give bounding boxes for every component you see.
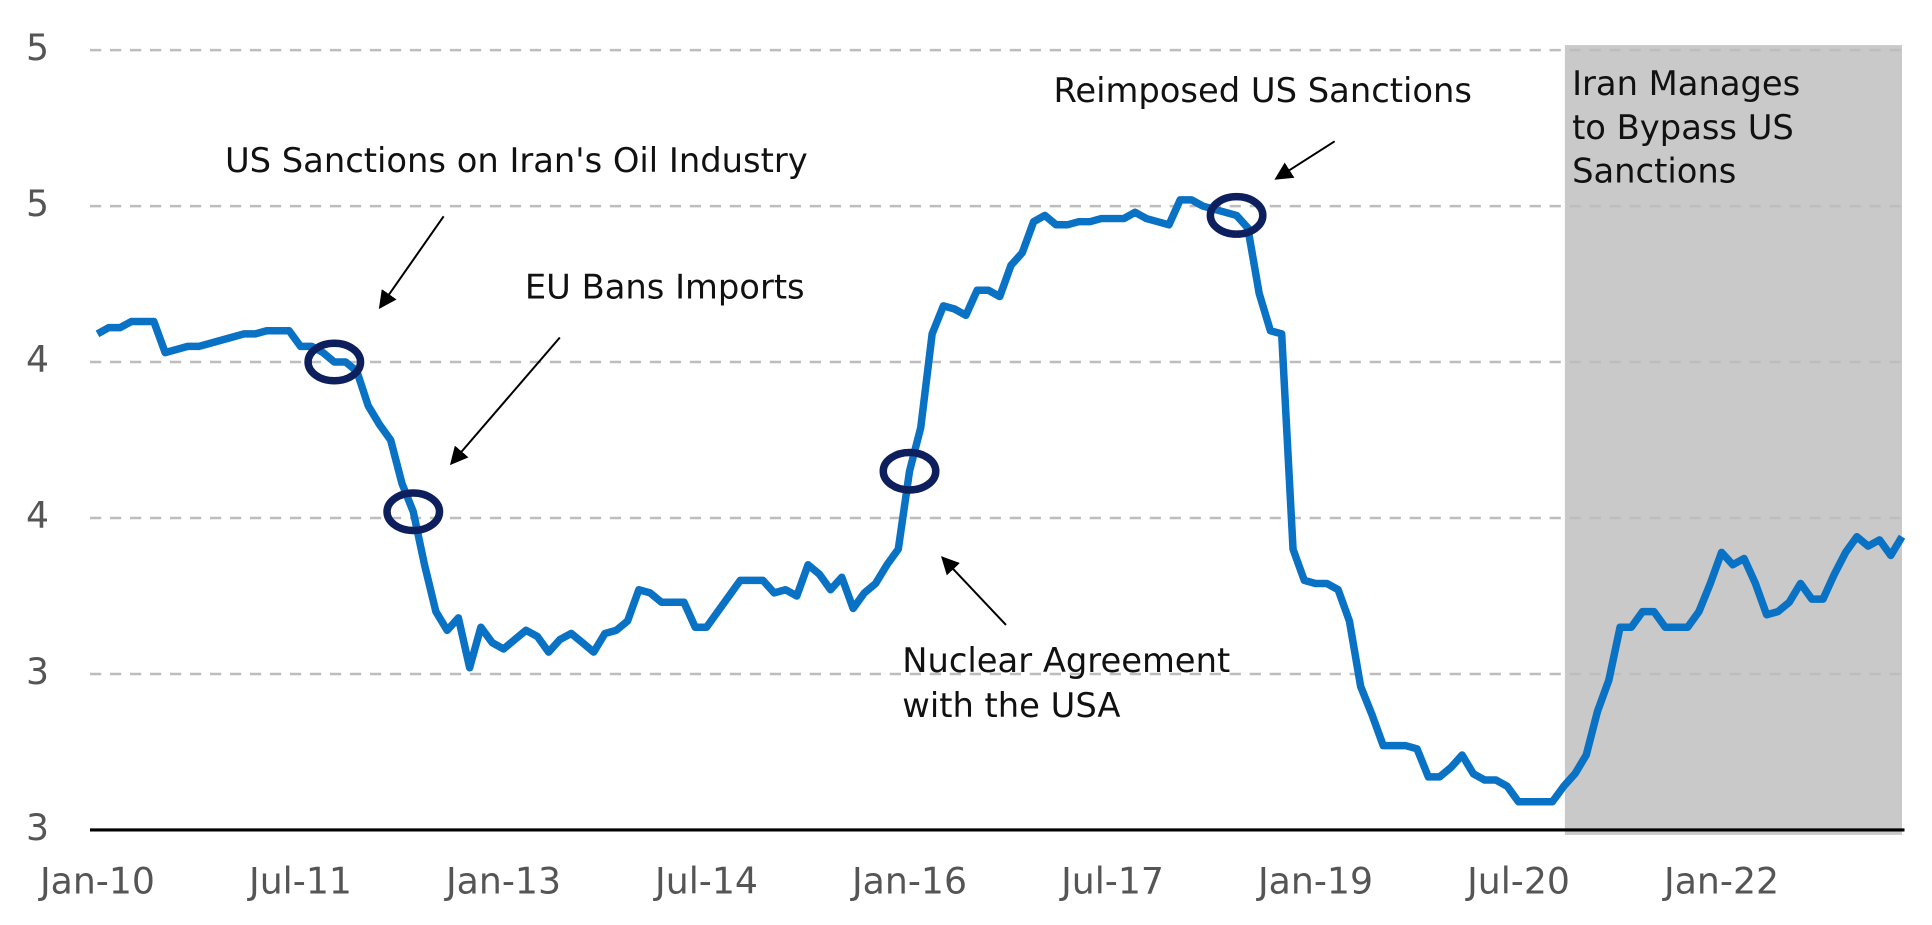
annotation-text: US Sanctions on Iran's Oil Industry: [225, 141, 808, 180]
x-tick-label: Jan-16: [850, 860, 967, 903]
y-tick-label: 4: [26, 494, 49, 537]
annotation-circle: [1206, 192, 1267, 238]
annotation-arrow: [1274, 140, 1336, 180]
x-tick-label: Jan-19: [1256, 860, 1373, 903]
shade-region: [1564, 45, 1903, 835]
annotation-arrow: [378, 215, 445, 310]
annotation-text: with the USA: [902, 686, 1120, 725]
annotation-circle: [879, 448, 940, 494]
y-tick-label: 5: [26, 26, 49, 69]
shade-label-line: Iran Manages: [1572, 64, 1800, 103]
grid-layer: 3 3 4 4 5 5 Jan-10 Jul-11 Jan-13 Jul-14 Jan-16 Jul-…: [26, 26, 1905, 903]
shade-label-line: to Bypass US: [1572, 107, 1794, 146]
annotation-arrow: [941, 556, 1007, 626]
annotation-circle: [383, 489, 444, 535]
x-tick-label: Jan-10: [38, 860, 155, 903]
shade-label: Iran Manages to Bypass US Sanctions: [1572, 64, 1811, 190]
x-tick-label: Jan-13: [444, 860, 561, 903]
line-layer: [95, 196, 1906, 806]
x-tick-label: Jul-14: [653, 860, 758, 903]
y-tick-label: 3: [26, 806, 49, 849]
x-tick-label: Jul-17: [1059, 860, 1164, 903]
y-tick-label: 4: [26, 338, 49, 381]
shade-label-line: Sanctions: [1572, 151, 1736, 190]
x-tick-label: Jan-22: [1662, 860, 1779, 903]
series-line: [95, 196, 1906, 806]
annotation-text: Reimposed US Sanctions: [1053, 71, 1471, 110]
annotation-circle: [304, 339, 365, 385]
annotation-text: Nuclear Agreement: [902, 641, 1230, 680]
shade-layer: [1564, 45, 1903, 835]
annotation-text: EU Bans Imports: [525, 267, 805, 306]
x-tick-label: Jul-20: [1465, 860, 1570, 903]
y-tick-label: 5: [26, 182, 49, 225]
x-tick-label: Jul-11: [247, 860, 352, 903]
annotation-arrow: [449, 336, 561, 466]
y-tick-label: 3: [26, 650, 49, 693]
